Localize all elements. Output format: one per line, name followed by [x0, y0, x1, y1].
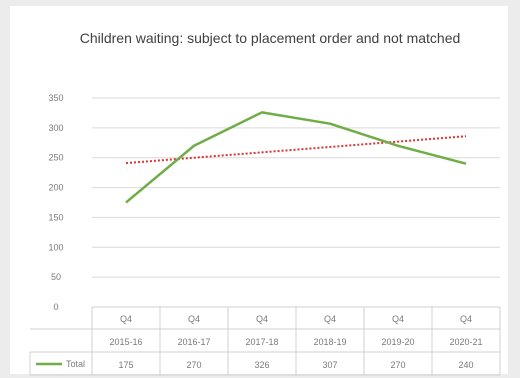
x-tick-label-year: 2020-21: [449, 337, 482, 347]
x-tick-label-year: 2019-20: [381, 337, 414, 347]
data-table-value: 175: [118, 360, 133, 370]
chart-card: Children waiting: subject to placement o…: [10, 6, 508, 374]
data-table-value: 270: [390, 360, 405, 370]
x-tick-label-quarter: Q4: [324, 314, 336, 324]
data-table-value: 240: [458, 360, 473, 370]
x-tick-label-year: 2016-17: [177, 337, 210, 347]
data-table-value: 270: [186, 360, 201, 370]
x-tick-label-year: 2018-19: [313, 337, 346, 347]
x-tick-label-quarter: Q4: [460, 314, 472, 324]
y-tick-label: 0: [53, 302, 58, 312]
y-tick-label: 150: [48, 212, 63, 222]
x-tick-label-quarter: Q4: [392, 314, 404, 324]
chart-title: Children waiting: subject to placement o…: [79, 30, 461, 46]
data-table-value: 307: [322, 360, 337, 370]
legend-label: Total: [66, 359, 85, 369]
y-tick-label: 200: [48, 183, 63, 193]
data-table-value: 326: [254, 360, 269, 370]
x-tick-label-year: 2015-16: [109, 337, 142, 347]
y-tick-label: 300: [48, 123, 63, 133]
x-tick-label-year: 2017-18: [245, 337, 278, 347]
series-line-total: [125, 111, 467, 204]
x-tick-label-quarter: Q4: [188, 314, 200, 324]
x-tick-label-quarter: Q4: [120, 314, 132, 324]
y-tick-label: 350: [48, 93, 63, 103]
y-tick-label: 250: [48, 153, 63, 163]
x-tick-label-quarter: Q4: [256, 314, 268, 324]
trendline: [125, 135, 467, 165]
y-tick-label: 100: [48, 242, 63, 252]
y-tick-label: 50: [51, 272, 61, 282]
